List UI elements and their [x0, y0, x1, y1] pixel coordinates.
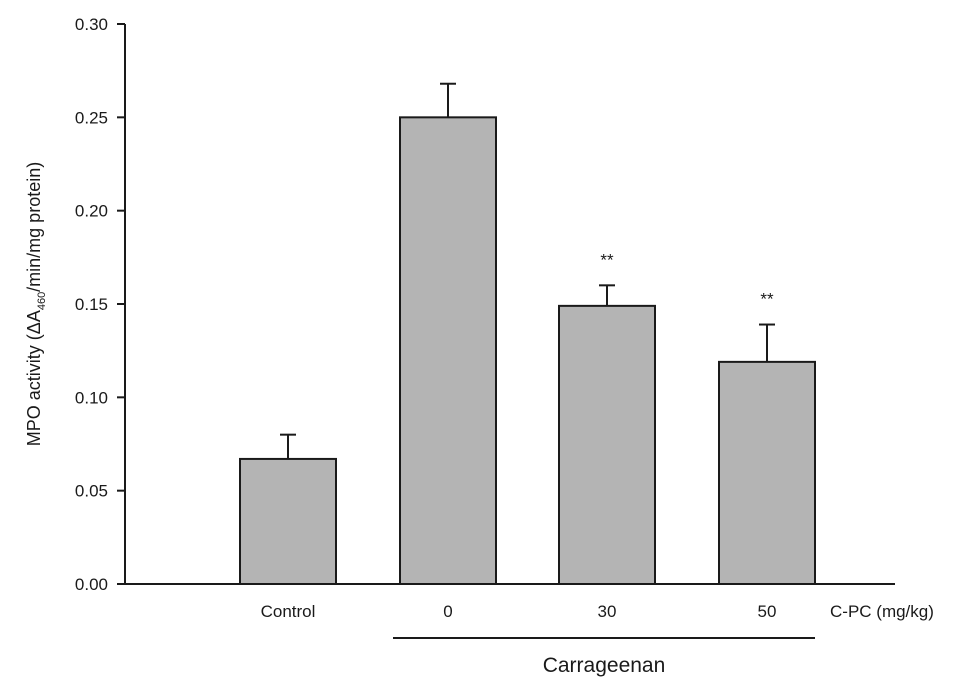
x-axis-label: C-PC (mg/kg) [830, 602, 934, 621]
x-tick-label: Control [261, 602, 316, 621]
group-label: Carrageenan [543, 654, 666, 677]
x-tick-label: 30 [598, 602, 617, 621]
bars: ** ** [239, 82, 816, 585]
y-tick-label: 0.05 [75, 482, 108, 501]
y-ticks: 0.00 0.05 0.10 0.15 0.20 0.25 0.30 [75, 15, 125, 594]
bar [399, 116, 497, 585]
y-axis-label: MPO activity (ΔA460/min/mg protein) [24, 162, 48, 446]
y-axis-label-delta: ΔA [24, 310, 44, 334]
x-tick-labels: Control 0 30 50 [261, 602, 777, 621]
y-axis-label-prefix: MPO activity ( [24, 334, 44, 446]
y-tick-label: 0.20 [75, 202, 108, 221]
y-tick-label: 0.15 [75, 295, 108, 314]
x-tick-label: 0 [443, 602, 452, 621]
bar [558, 304, 656, 585]
y-tick-label: 0.25 [75, 108, 108, 127]
significance-label: ** [760, 290, 774, 309]
bar [718, 360, 816, 585]
significance-label: ** [600, 250, 614, 269]
y-tick-label: 0.30 [75, 15, 108, 34]
bar [239, 457, 337, 585]
y-tick-label: 0.00 [75, 575, 108, 594]
x-tick-label: 50 [758, 602, 777, 621]
y-axis-label-suffix: /min/mg protein) [24, 162, 44, 292]
y-axis-label-subscript: 460 [36, 292, 48, 310]
y-tick-label: 0.10 [75, 388, 108, 407]
